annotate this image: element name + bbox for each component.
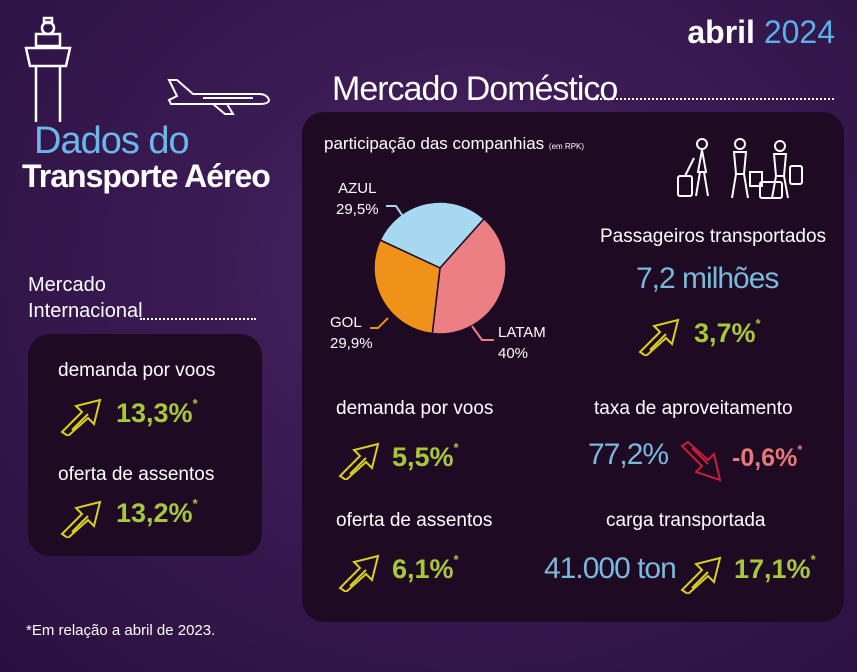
arrow-down-right-icon [680,440,722,482]
arrow-up-right-icon [60,398,102,436]
pie-leader-latam [471,325,494,341]
international-title-line2: Internacional [28,300,143,322]
international-title-line1: Mercado [28,274,106,296]
intl-seats-label: oferta de assentos [58,464,215,485]
demand-label: demanda por voos [336,398,494,419]
title-line2: Transporte Aéreo [22,158,271,194]
title-line1: Dados do [34,120,190,162]
market-share-pie [373,201,507,335]
arrow-up-right-icon [338,442,380,480]
passengers-value: 7,2 milhões [636,262,779,295]
report-year: 2024 [763,14,835,50]
load-factor-change-value: -0,6% [732,444,798,472]
seats-change-value: 6,1% [392,554,454,584]
pie-leader-azul [386,205,405,219]
arrow-up-right-icon [60,500,102,538]
domestic-section-title: Mercado Doméstico [332,70,618,108]
asterisk: * [192,496,198,511]
cargo-label: carga transportada [606,510,766,531]
footnote: *Em relação a abril de 2023. [26,622,216,639]
domestic-panel [302,112,844,622]
intl-demand-change: 13,3%* [116,396,198,429]
load-factor-value: 77,2% [588,438,669,471]
international-title-rule [140,318,256,320]
seats-change: 6,1%* [392,552,459,585]
asterisk: * [192,396,198,411]
seats-label: oferta de assentos [336,510,493,531]
control-tower-icon [24,16,72,122]
share-title: participação das companhias (em RPK) [324,134,584,154]
cargo-change-value: 17,1% [734,554,811,584]
pie-label-azul-name: AZUL [338,180,377,197]
pie-label-azul-value: 29,5% [336,201,379,218]
intl-demand-label: demanda por voos [58,360,216,381]
asterisk: * [797,442,803,457]
pie-slice-gol [373,239,441,335]
load-factor-change: -0,6%* [732,442,803,473]
pie-leader-gol [370,317,389,329]
arrow-up-right-icon [338,554,380,592]
pie-label-azul: AZUL 29,5% [336,178,379,220]
airplane-icon [167,79,271,115]
international-panel [28,334,262,556]
cargo-change: 17,1%* [734,552,816,585]
pie-slice-latam [431,217,507,335]
pie-label-latam-value: 40% [498,345,529,362]
international-section-title: Mercado Internacional [28,272,143,324]
pie-label-gol-value: 29,9% [330,335,373,352]
report-month: abril [687,14,755,50]
domestic-title-rule [596,98,834,100]
asterisk: * [453,440,459,455]
cargo-value: 41.000 ton [544,552,677,585]
arrow-up-right-icon [680,556,722,594]
asterisk: * [453,552,459,567]
report-date: abril 2024 [687,14,835,51]
travelers-icon [677,138,803,199]
demand-change: 5,5%* [392,440,459,473]
passengers-change: 3,7%* [694,316,761,349]
arrow-up-right-icon [638,318,680,356]
passengers-label: Passageiros transportados [600,226,827,247]
load-factor-label: taxa de aproveitamento [594,398,793,419]
asterisk: * [810,552,816,567]
intl-demand-change-value: 13,3% [116,398,193,428]
pie-label-latam: LATAM 40% [498,322,546,364]
pie-label-latam-name: LATAM [498,324,546,341]
intl-seats-change-value: 13,2% [116,498,193,528]
intl-seats-change: 13,2%* [116,496,198,529]
pie-label-gol-name: GOL [330,314,362,331]
pie-label-gol: GOL 29,9% [330,312,373,354]
passengers-change-value: 3,7% [694,318,756,348]
share-title-text: participação das companhias [324,134,545,153]
demand-change-value: 5,5% [392,442,454,472]
asterisk: * [755,316,761,331]
share-unit: (em RPK) [548,142,585,151]
